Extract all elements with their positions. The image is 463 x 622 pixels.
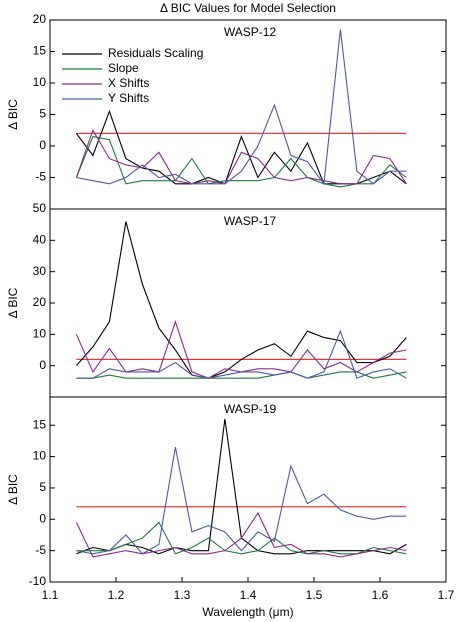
panel-title: WASP-17	[224, 214, 277, 228]
x-tick-label: 1.2	[108, 588, 125, 602]
y-tick-label: 5	[39, 107, 46, 121]
y-tick-label: 15	[33, 417, 47, 431]
series-line	[75, 320, 407, 379]
y-tick-label: 50	[33, 201, 47, 215]
y-tick-label: 10	[33, 327, 47, 341]
y-axis-label: Δ BIC	[6, 99, 20, 130]
series-line	[75, 511, 407, 558]
legend-label: X Shifts	[108, 76, 149, 90]
legend-label: Residuals Scaling	[108, 46, 203, 60]
y-axis-label: Δ BIC	[6, 474, 20, 505]
series-line	[76, 329, 407, 379]
legend-label: Y Shifts	[108, 91, 149, 105]
chart-title: Δ BIC Values for Model Selection	[160, 1, 336, 15]
series-line	[75, 221, 407, 379]
series-line	[75, 128, 407, 185]
y-tick-label: 10	[33, 75, 47, 89]
y-tick-label: 15	[33, 44, 47, 58]
y-tick-label: 0	[39, 138, 46, 152]
x-tick-label: 1.7	[438, 588, 455, 602]
x-axis-label: Wavelength (μm)	[202, 605, 293, 619]
series-line	[75, 135, 407, 188]
x-tick-label: 1.4	[240, 588, 257, 602]
y-tick-label: 0	[39, 358, 46, 372]
y-tick-label: -10	[29, 574, 47, 588]
x-tick-label: 1.5	[306, 588, 323, 602]
series-line	[76, 418, 407, 555]
series-line	[75, 109, 407, 185]
panel-title: WASP-12	[224, 25, 277, 39]
panel-title: WASP-19	[224, 402, 277, 416]
y-tick-label: 10	[33, 449, 47, 463]
y-tick-label: -5	[35, 170, 46, 184]
y-tick-label: 20	[33, 12, 47, 26]
x-tick-label: 1.3	[174, 588, 191, 602]
series-line	[76, 521, 407, 555]
series-line	[76, 29, 407, 186]
y-tick-label: -5	[35, 543, 46, 557]
y-tick-label: 40	[33, 233, 47, 247]
legend-label: Slope	[108, 61, 139, 75]
y-axis-label: Δ BIC	[6, 287, 20, 318]
series-line	[76, 371, 407, 379]
x-tick-label: 1.1	[42, 588, 59, 602]
x-tick-label: 1.6	[372, 588, 389, 602]
series-line	[76, 447, 407, 555]
y-tick-label: 0	[39, 511, 46, 525]
y-tick-label: 20	[33, 295, 47, 309]
y-tick-label: 30	[33, 264, 47, 278]
y-tick-label: 5	[39, 480, 46, 494]
